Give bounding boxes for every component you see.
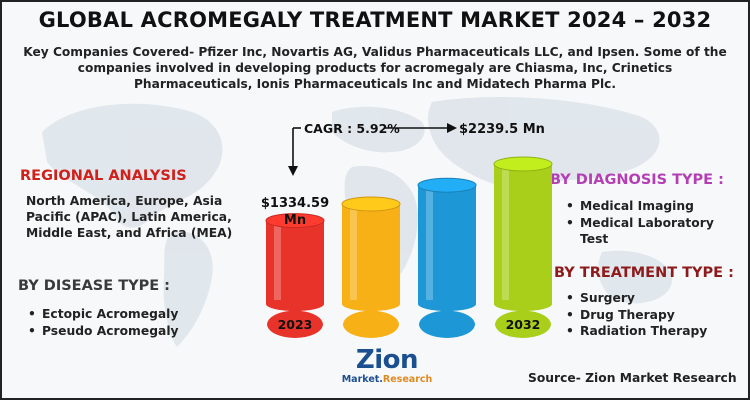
end-value-label: $2239.5 Mn [459, 122, 545, 137]
key-companies-text: Key Companies Covered- Pfizer Inc, Novar… [23, 45, 727, 91]
source-text: Source- Zion Market Research [528, 371, 737, 385]
bar-highlight-3 [502, 168, 509, 300]
logo-sub-a: Market. [341, 374, 383, 385]
treatment-type-heading: BY TREATMENT TYPE : [554, 265, 734, 281]
category-label-3: 2032 [506, 317, 541, 332]
diagnosis-type-heading: BY DIAGNOSIS TYPE : [550, 172, 724, 188]
page-title: GLOBAL ACROMEGALY TREATMENT MARKET 2024 … [38, 8, 712, 32]
disease-type-heading: BY DISEASE TYPE : [18, 278, 170, 294]
regional-analysis-heading: REGIONAL ANALYSIS [20, 168, 187, 184]
year-marker-3 [495, 298, 551, 338]
logo-subtitle: Market.Research [332, 374, 442, 385]
bar-0 [266, 220, 324, 311]
year-marker-1 [343, 298, 399, 338]
treatment-type-list: Surgery Drug Therapy Radiation Therapy [562, 290, 732, 340]
list-item: Surgery [562, 290, 732, 307]
list-item: Ectopic Acromegaly [24, 306, 234, 323]
list-item: Pseudo Acromegaly [24, 323, 234, 340]
year-markers-group: 2023 2032 [267, 298, 551, 338]
start-value-label-line1: $1334.59 [261, 196, 329, 211]
bar-cap-2 [417, 177, 477, 193]
cagr-arrow-down-head [288, 166, 298, 176]
bar-cap-0 [265, 213, 325, 229]
logo-word: Zion [355, 345, 419, 375]
list-item: Drug Therapy [562, 307, 732, 324]
bar-highlight-2 [426, 189, 433, 300]
market-growth-chart: 2023 2032 CAGR : 5.92% $2239.5 Mn $1334.5… [261, 121, 553, 338]
bar-cap-1 [341, 196, 401, 212]
year-marker-2 [419, 298, 475, 338]
logo-sub-b: Research [382, 374, 433, 385]
regional-analysis-text: North America, Europe, Asia Pacific (APA… [26, 194, 233, 240]
list-item: Medical Laboratory Test [562, 215, 732, 248]
list-item: Radiation Therapy [562, 323, 732, 340]
bar-2 [418, 185, 476, 311]
zion-logo: Zion Market.Research [332, 346, 442, 396]
start-value-label-line2: Mn [284, 213, 306, 228]
year-marker-0 [267, 298, 323, 338]
diagnosis-type-list: Medical Imaging Medical Laboratory Test [562, 198, 732, 248]
disease-type-list: Ectopic Acromegaly Pseudo Acromegaly [24, 306, 234, 339]
bars-group [265, 156, 553, 311]
category-label-0: 2023 [278, 317, 313, 332]
bar-highlight-1 [350, 207, 357, 300]
bar-highlight-0 [274, 224, 281, 300]
bar-1 [342, 203, 400, 311]
cagr-label: CAGR : 5.92% [304, 121, 400, 136]
bar-3 [494, 164, 552, 311]
bar-cap-3 [493, 156, 553, 172]
cagr-arrow-right-head [447, 123, 457, 133]
list-item: Medical Imaging [562, 198, 732, 215]
